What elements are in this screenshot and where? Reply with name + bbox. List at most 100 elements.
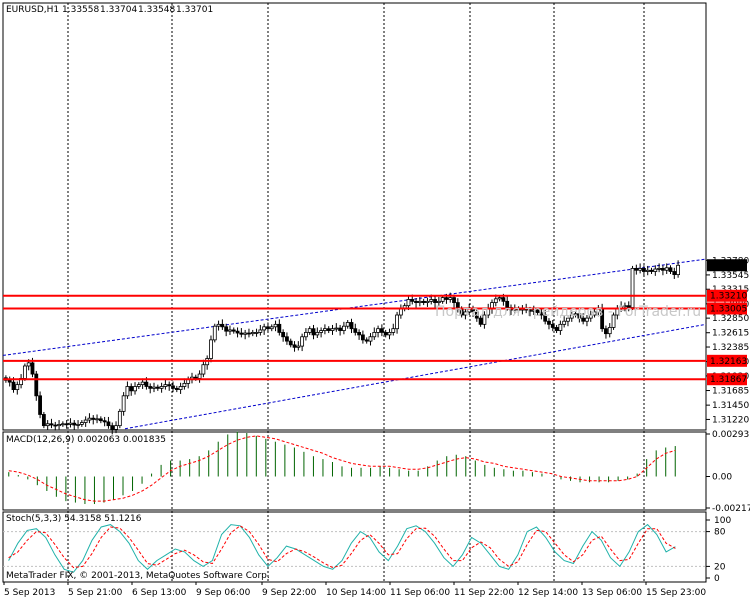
candle-body <box>114 425 118 430</box>
candle-body <box>91 417 96 420</box>
candle-body <box>338 327 343 331</box>
candle-body <box>657 267 662 270</box>
time-tick-label: 9 Sep 06:00 <box>196 588 251 598</box>
current-price-label: 1.33701 <box>710 261 747 271</box>
candle-body <box>566 317 570 322</box>
candle-body <box>323 328 327 331</box>
time-tick-label: 15 Sep 23:00 <box>646 588 706 598</box>
candlestick-series <box>3 260 681 435</box>
candle-body <box>539 312 544 316</box>
candle-body <box>395 314 399 330</box>
candle-body <box>326 328 331 331</box>
panel-frame <box>2 2 707 431</box>
candle-body <box>281 332 286 338</box>
time-tick-label: 10 Sep 14:00 <box>326 588 386 598</box>
candle-body <box>531 309 536 312</box>
symbol-header: EURUSD,H1 <box>6 5 59 15</box>
low-value: 1.33548 <box>138 5 175 15</box>
macd-tick-label: -0.002174 <box>712 504 750 514</box>
candle-body <box>159 386 164 389</box>
time-tick-label: 11 Sep 06:00 <box>390 588 450 598</box>
macd-tick-label: 0.00 <box>712 472 732 482</box>
price-axis: 1.337801.335451.333151.330801.328501.326… <box>706 256 749 425</box>
candle-body <box>269 326 274 330</box>
macd-signal-line <box>8 435 676 502</box>
candle-body <box>345 322 350 327</box>
candle-body <box>604 328 608 335</box>
price-tick-label: 1.31220 <box>712 415 749 425</box>
candle-body <box>645 269 650 272</box>
candle-body <box>649 269 654 272</box>
candle-body <box>98 418 103 422</box>
macd-axis: 0.002931 0.00 -0.002174 <box>706 430 750 514</box>
stoch-tick-label: 100 <box>714 516 731 526</box>
time-axis: 5 Sep 2013 5 Sep 21:00 6 Sep 13:00 9 Sep 06… <box>3 582 706 598</box>
candle-body <box>41 414 46 427</box>
candle-body <box>140 381 145 386</box>
candle-body <box>197 373 202 379</box>
candle-body <box>220 323 225 328</box>
candle-body <box>376 328 380 333</box>
candle-body <box>334 327 339 330</box>
price-tick-label: 1.31685 <box>712 387 749 397</box>
candle-body <box>573 313 578 316</box>
candle-body <box>38 395 42 415</box>
price-tick-label: 1.32385 <box>712 343 749 353</box>
horizontal-levels: 1.33210 1.33005 1.32163 1.31867 1.33701 <box>3 259 747 386</box>
candle-body <box>49 423 54 426</box>
candle-body <box>258 329 263 333</box>
level-label: 1.31867 <box>710 375 747 385</box>
candle-body <box>585 317 589 322</box>
candle-body <box>607 327 612 335</box>
candle-body <box>357 332 361 336</box>
stochastic-panel: 100 80 20 0 Stoch(5,3,3) 54.3158 51.1216 Me… <box>3 514 731 584</box>
candle-body <box>440 297 445 302</box>
candle-body <box>528 309 532 312</box>
candle-body <box>406 299 411 307</box>
candle-body <box>444 297 449 300</box>
candle-body <box>7 379 12 383</box>
time-tick-label: 5 Sep 21:00 <box>68 588 123 598</box>
candle-body <box>372 332 377 338</box>
candle-body <box>129 386 134 392</box>
trend-channel <box>2 258 707 430</box>
candle-body <box>410 299 415 302</box>
candle-body <box>638 267 643 271</box>
close-value: 1.33701 <box>176 5 213 15</box>
candle-body <box>448 297 453 300</box>
candle-body <box>125 386 130 397</box>
candle-body <box>623 305 627 308</box>
candle-body <box>383 332 388 336</box>
candle-body <box>550 323 555 328</box>
candle-body <box>588 314 593 319</box>
candle-body <box>144 381 149 387</box>
current-price-bg <box>707 259 747 272</box>
candle-body <box>231 329 236 332</box>
candle-body <box>30 362 35 375</box>
level-label: 1.33210 <box>710 292 747 302</box>
candle-body <box>436 300 441 303</box>
price-tick-label: 1.32615 <box>712 329 749 339</box>
watermark: Портал для трейдеров - ForTrader.ru <box>435 304 701 320</box>
macd-histogram <box>8 431 676 505</box>
candle-body <box>83 419 88 423</box>
panel-frame <box>2 431 707 511</box>
high-value: 1.33704 <box>100 5 137 15</box>
candle-body <box>11 381 16 390</box>
candle-body <box>315 332 320 336</box>
candle-body <box>611 314 616 328</box>
candle-body <box>239 332 244 335</box>
stoch-tick-label: 0 <box>714 574 720 584</box>
candle-body <box>569 314 574 319</box>
candle-body <box>364 339 369 342</box>
candle-body <box>581 317 586 322</box>
candle-body <box>212 325 217 341</box>
price-tick-label: 1.31450 <box>712 401 749 411</box>
candle-body <box>76 424 80 426</box>
candle-body <box>668 267 673 272</box>
channel-line <box>2 258 707 356</box>
candle-body <box>535 309 540 313</box>
candle-body <box>277 323 282 333</box>
candle-body <box>68 422 73 425</box>
